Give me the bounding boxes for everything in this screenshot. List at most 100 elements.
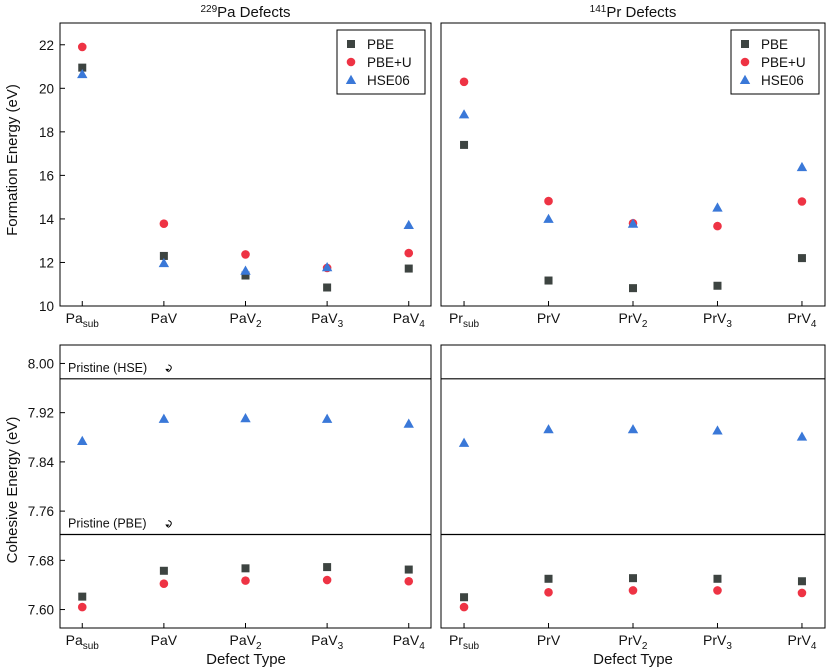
- legend-marker-hse06: [739, 74, 751, 84]
- y-tick-label: 7.60: [28, 603, 54, 618]
- point-pbe-1: [544, 574, 553, 583]
- x-tick-label: PrV3: [703, 632, 732, 652]
- curved-arrow-icon: [167, 520, 172, 528]
- point-pbe-2: [241, 564, 250, 573]
- point-pbeplusu-0: [77, 42, 87, 52]
- point-pbeplusu-3: [713, 221, 722, 231]
- legend-marker-pbeplusu: [346, 57, 356, 67]
- point-pbeplusu-1: [544, 196, 553, 206]
- x-axis-label-left: Defect Type: [206, 651, 286, 668]
- panel-pr-cohesive: Prsub PrV PrV2 PrV3 PrV4: [440, 344, 826, 652]
- point-pbe-0: [460, 593, 469, 602]
- x-tick-label: PaV4: [393, 632, 425, 652]
- legend-label: PBE+U: [367, 55, 412, 70]
- point-pbeplusu-3: [713, 586, 722, 595]
- point-hse06-3: [712, 425, 723, 435]
- y-tick-label: 22: [39, 38, 54, 53]
- panel-title: 141Pr Defects: [590, 4, 677, 21]
- y-tick-label: 12: [39, 255, 54, 270]
- legend-marker-hse06: [345, 74, 357, 84]
- point-pbe-3: [323, 283, 332, 292]
- point-pbeplusu-3: [322, 575, 332, 585]
- point-hse06-4: [796, 161, 808, 172]
- point-hse06-4: [403, 418, 414, 428]
- y-tick-label: 10: [39, 299, 54, 314]
- point-hse06-2: [240, 265, 251, 275]
- x-tick-label: PaV: [151, 632, 178, 648]
- y-tick-label: 14: [39, 212, 55, 227]
- y-tick-label: 8.00: [28, 356, 54, 371]
- point-pbeplusu-1: [544, 588, 553, 597]
- x-axis-label-right: Defect Type: [593, 651, 673, 668]
- point-pbeplusu-1: [159, 579, 169, 589]
- panels: 229Pa Defects 10 12 14 16 18 20 22 Pasub PaV PaV2 P…: [28, 4, 826, 652]
- point-hse06-4: [403, 219, 414, 230]
- point-pbeplusu-2: [241, 250, 250, 259]
- x-tick-label: PrV: [537, 632, 561, 648]
- panel-pa-cohesive: 7.60 7.68 7.76 7.84 7.92 8.00 Pasub PaV PaV2 PaV3…: [28, 344, 432, 652]
- point-pbe-1: [544, 276, 553, 285]
- point-pbe-3: [713, 281, 722, 290]
- legend: PBE PBE+U HSE06: [730, 29, 820, 95]
- y-axis-label-cohesive: Cohesive Energy (eV): [4, 417, 21, 564]
- point-hse06-0: [77, 435, 88, 445]
- point-pbe-0: [78, 592, 87, 601]
- x-tick-label: Pasub: [66, 310, 100, 330]
- panel-pr-formation: 141Pr Defects Prsub PrV PrV2 PrV3 PrV4 PBE PBE+…: [440, 4, 826, 330]
- x-tick-label: PaV3: [311, 310, 343, 330]
- point-pbeplusu-4: [404, 248, 414, 258]
- panel-title: 229Pa Defects: [200, 4, 290, 21]
- legend-marker-pbeplusu: [740, 57, 750, 67]
- panel-pa-formation: 229Pa Defects 10 12 14 16 18 20 22 Pasub PaV PaV2 P…: [39, 4, 432, 330]
- x-tick-label: PrV4: [788, 632, 817, 652]
- legend-label: PBE+U: [761, 55, 806, 70]
- curved-arrow-icon: [167, 364, 172, 373]
- point-hse06-2: [627, 424, 639, 434]
- point-hse06-3: [712, 202, 723, 212]
- plot-frame: [440, 344, 826, 629]
- legend: PBE PBE+U HSE06: [336, 29, 426, 95]
- point-pbeplusu-0: [77, 602, 87, 612]
- point-pbe-4: [404, 264, 413, 273]
- reference-line-label: Pristine (PBE): [68, 516, 147, 530]
- point-hse06-0: [77, 68, 88, 79]
- legend-label: HSE06: [761, 73, 804, 88]
- x-tick-label: Prsub: [449, 632, 480, 652]
- point-pbeplusu-2: [241, 576, 250, 585]
- point-pbe-2: [241, 271, 250, 280]
- y-tick-label: 7.76: [28, 504, 54, 519]
- point-pbe-2: [629, 284, 637, 293]
- y-tick-label: 7.92: [28, 406, 54, 421]
- point-hse06-1: [543, 213, 554, 223]
- point-hse06-2: [240, 413, 251, 423]
- x-tick-label: PaV2: [229, 310, 261, 330]
- y-tick-label: 18: [39, 125, 54, 140]
- point-pbeplusu-0: [459, 77, 469, 87]
- x-tick-label: Prsub: [449, 310, 480, 330]
- point-pbeplusu-1: [159, 219, 169, 229]
- x-tick-label: PaV4: [393, 310, 425, 330]
- arrow-head-icon: [165, 524, 170, 528]
- point-hse06-0: [458, 437, 470, 447]
- point-hse06-3: [321, 262, 333, 272]
- point-pbe-4: [797, 577, 806, 586]
- point-hse06-3: [321, 413, 333, 423]
- y-tick-label: 7.68: [28, 553, 54, 568]
- point-pbe-4: [404, 565, 413, 574]
- point-hse06-1: [543, 424, 554, 434]
- x-tick-label: PrV2: [619, 310, 648, 330]
- reference-line-label: Pristine (HSE): [68, 361, 147, 375]
- point-pbe-0: [78, 63, 87, 72]
- point-hse06-1: [158, 257, 170, 268]
- plot-frame: [59, 344, 432, 629]
- point-pbe-0: [460, 140, 469, 149]
- point-hse06-4: [796, 431, 808, 441]
- point-pbeplusu-4: [404, 576, 414, 586]
- legend-marker-pbe: [347, 40, 355, 48]
- x-tick-label: PaV: [151, 310, 178, 326]
- y-tick-label: 16: [39, 168, 54, 183]
- legend-label: HSE06: [367, 73, 410, 88]
- point-pbeplusu-2: [628, 586, 638, 595]
- point-pbe-1: [159, 566, 168, 575]
